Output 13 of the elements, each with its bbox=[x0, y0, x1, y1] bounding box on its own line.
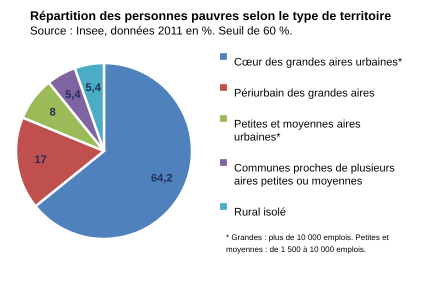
chart-subtitle: Source : Insee, données 2011 en %. Seuil de 60 %. bbox=[30, 26, 293, 38]
chart-title: Répartition des personnes pauvres selon le type de territoire bbox=[30, 9, 392, 23]
legend-label: Rural isolé bbox=[234, 206, 286, 218]
data-label: 5,4 bbox=[65, 89, 82, 102]
legend-label: Communes proches de plusieurs aires petites ou moyennes bbox=[234, 162, 396, 188]
data-label: 5,4 bbox=[86, 82, 102, 94]
data-label: 17 bbox=[34, 154, 47, 166]
data-label: 64,2 bbox=[151, 172, 172, 185]
legend-label: Petites et moyennes aires urbaines* bbox=[234, 118, 362, 144]
legend-label: Périurbain des grandes aires bbox=[234, 88, 376, 100]
legend-label: Cœur des grandes aires urbaines* bbox=[234, 56, 403, 68]
data-label: 8 bbox=[50, 106, 56, 119]
text: * Grandes : plus de 10 000 emplois. Petites et moyennes : de 1 500 à 10 000 emplois. bbox=[226, 232, 390, 256]
